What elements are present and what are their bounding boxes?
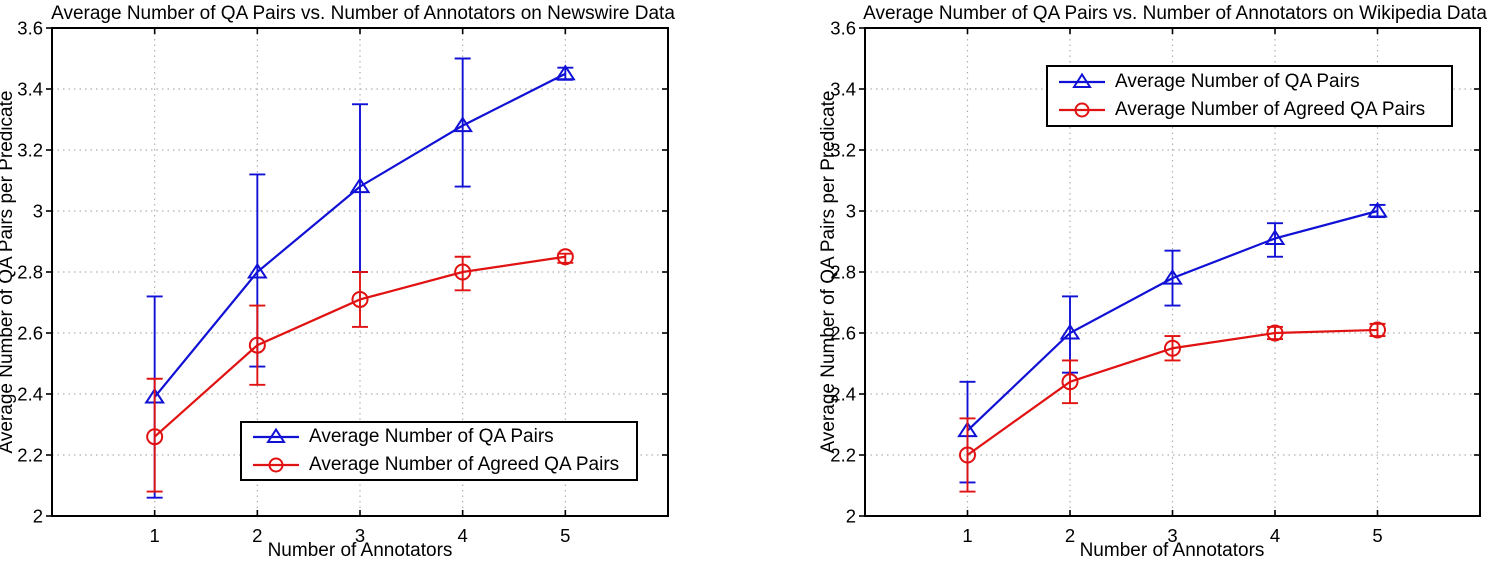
- svg-text:3: 3: [33, 201, 43, 222]
- legend-marker-circle-icon: [253, 457, 299, 473]
- svg-text:3.6: 3.6: [17, 18, 43, 39]
- legend-marker-circle-icon: [1059, 102, 1105, 118]
- legend-item-agreed-qa-pairs: Average Number of Agreed QA Pairs: [252, 452, 626, 478]
- legend-item-agreed-qa-pairs: Average Number of Agreed QA Pairs: [1058, 97, 1441, 123]
- svg-text:2.4: 2.4: [830, 384, 856, 405]
- legend-label: Average Number of Agreed QA Pairs: [309, 454, 620, 475]
- svg-text:2.4: 2.4: [17, 384, 43, 405]
- svg-text:1: 1: [962, 525, 972, 546]
- svg-text:2: 2: [33, 506, 43, 527]
- svg-text:2.2: 2.2: [17, 445, 43, 466]
- svg-text:3.2: 3.2: [17, 140, 43, 161]
- x-axis-label-newswire: Number of Annotators: [267, 540, 453, 561]
- svg-text:3: 3: [355, 525, 365, 546]
- svg-text:2: 2: [846, 506, 856, 527]
- legend-label: Average Number of Agreed QA Pairs: [1115, 99, 1426, 120]
- legend-newswire: Average Number of QA Pairs Average Numbe…: [240, 421, 638, 481]
- x-axis-label-wikipedia: Number of Annotators: [1079, 540, 1265, 561]
- svg-text:3.4: 3.4: [17, 79, 43, 100]
- svg-text:1: 1: [150, 525, 160, 546]
- svg-text:4: 4: [1270, 525, 1280, 546]
- svg-text:2.8: 2.8: [17, 262, 43, 283]
- svg-text:2.6: 2.6: [17, 323, 43, 344]
- svg-text:3.2: 3.2: [830, 140, 856, 161]
- chart-title-wikipedia: Average Number of QA Pairs vs. Number of…: [863, 3, 1487, 24]
- y-axis-label-newswire: Average Number of QA Pairs per Predicate: [0, 90, 17, 454]
- svg-text:2.6: 2.6: [830, 323, 856, 344]
- svg-text:2.8: 2.8: [830, 262, 856, 283]
- svg-text:5: 5: [1372, 525, 1382, 546]
- series-circle: [146, 248, 574, 493]
- svg-text:3: 3: [846, 201, 856, 222]
- svg-text:5: 5: [560, 525, 570, 546]
- svg-text:3: 3: [1167, 525, 1177, 546]
- legend-wikipedia: Average Number of QA Pairs Average Numbe…: [1046, 65, 1453, 127]
- legend-marker-triangle-icon: [1059, 72, 1105, 88]
- series-circle: [959, 321, 1386, 493]
- svg-text:4: 4: [458, 525, 468, 546]
- tick-labels: 2 2.2 2.4 2.6 2.8 3 3.2 3.4 3.6 1 2 3 4 5: [17, 18, 570, 547]
- svg-text:3.6: 3.6: [830, 18, 856, 39]
- y-axis-label-wikipedia: Average Number of QA Pairs per Predicate: [818, 90, 839, 454]
- chart-title-newswire: Average Number of QA Pairs vs. Number of…: [51, 3, 675, 24]
- legend-marker-triangle-icon: [253, 427, 299, 443]
- svg-text:2: 2: [1065, 525, 1075, 546]
- svg-text:2: 2: [252, 525, 262, 546]
- tick-labels: 2 2.2 2.4 2.6 2.8 3 3.2 3.4 3.6 1 2 3 4 5: [830, 18, 1382, 547]
- legend-label: Average Number of QA Pairs: [309, 426, 554, 447]
- legend-item-qa-pairs: Average Number of QA Pairs: [1058, 69, 1441, 95]
- legend-label: Average Number of QA Pairs: [1115, 71, 1360, 92]
- svg-text:3.4: 3.4: [830, 79, 856, 100]
- svg-text:2.2: 2.2: [830, 445, 856, 466]
- legend-item-qa-pairs: Average Number of QA Pairs: [252, 424, 626, 450]
